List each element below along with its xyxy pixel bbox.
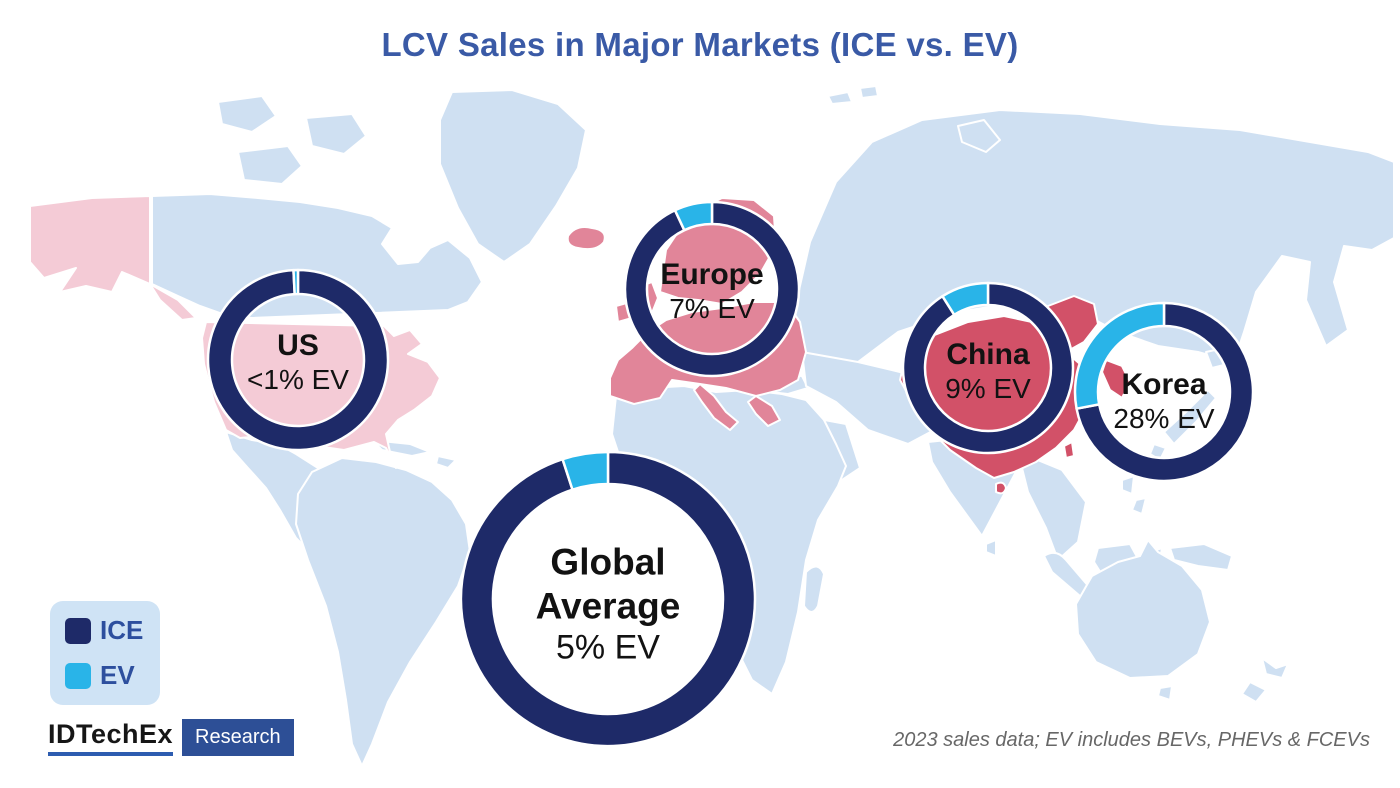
region-sri-lanka <box>985 539 997 557</box>
footnote: 2023 sales data; EV includes BEVs, PHEVs… <box>893 729 1370 751</box>
region-arctic-island-3 <box>217 95 277 133</box>
region-novaya-zemlya <box>957 119 1001 153</box>
legend-label-ev: EV <box>100 660 135 690</box>
ev-slice-global-average <box>561 450 610 491</box>
region-alaska <box>29 195 151 293</box>
ev-color-swatch <box>65 662 91 689</box>
region-new-guinea <box>1169 543 1233 571</box>
region-tasmania <box>1157 685 1173 701</box>
ev-slice-korea <box>1073 301 1166 410</box>
region-canada <box>151 193 483 319</box>
region-svalbard <box>827 85 879 105</box>
ice-slice-europe <box>623 200 801 378</box>
legend: ICE EV <box>50 601 161 705</box>
ev-slice-europe <box>673 200 714 232</box>
idtechex-logo: IDTechEx Research <box>48 719 294 756</box>
region-new-zealand <box>1241 657 1289 703</box>
donut-hole-global-average <box>490 481 726 717</box>
region-philippines <box>1121 475 1147 515</box>
region-italy <box>693 383 739 431</box>
ev-slice-us <box>292 268 300 296</box>
region-greenland <box>439 89 587 263</box>
idtechex-wordmark: IDTechEx <box>48 719 174 756</box>
region-arctic-island-1 <box>237 145 303 185</box>
region-south-america <box>295 457 471 767</box>
region-taiwan <box>1063 441 1075 459</box>
ice-color-swatch <box>65 617 91 644</box>
ice-slice-china <box>901 281 1075 455</box>
ice-slice-global-average <box>459 450 757 748</box>
region-hainan <box>995 481 1007 495</box>
ev-slice-china <box>941 281 990 317</box>
legend-item-ev: EV <box>65 660 143 691</box>
legend-item-ice: ICE <box>65 615 143 646</box>
region-arctic-island-2 <box>305 113 367 155</box>
region-balkans <box>747 395 781 427</box>
region-iceland <box>566 226 606 251</box>
region-hispaniola <box>435 455 457 469</box>
ice-slice-korea <box>1075 301 1255 483</box>
idtechex-research-badge: Research <box>182 719 294 756</box>
ice-slice-us <box>206 268 390 452</box>
region-indochina <box>1017 451 1087 561</box>
region-australia <box>1075 539 1211 679</box>
region-madagascar <box>803 565 825 613</box>
region-alaska-panhandle <box>149 283 197 321</box>
legend-label-ice: ICE <box>100 615 144 645</box>
page-title: LCV Sales in Major Markets (ICE vs. EV) <box>381 26 1019 63</box>
